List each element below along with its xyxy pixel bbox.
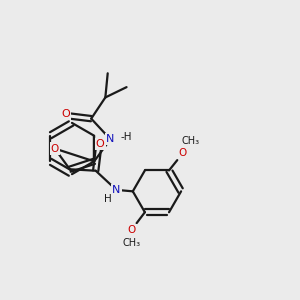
Text: O: O [96, 139, 104, 149]
Text: O: O [61, 109, 70, 119]
Text: O: O [51, 143, 59, 154]
Text: CH₃: CH₃ [123, 238, 141, 248]
Text: -H: -H [121, 132, 132, 142]
Text: O: O [178, 148, 186, 158]
Text: CH₃: CH₃ [181, 136, 199, 146]
Text: O: O [128, 225, 136, 235]
Text: N: N [112, 185, 121, 195]
Text: N: N [106, 134, 115, 144]
Text: H: H [104, 194, 112, 204]
